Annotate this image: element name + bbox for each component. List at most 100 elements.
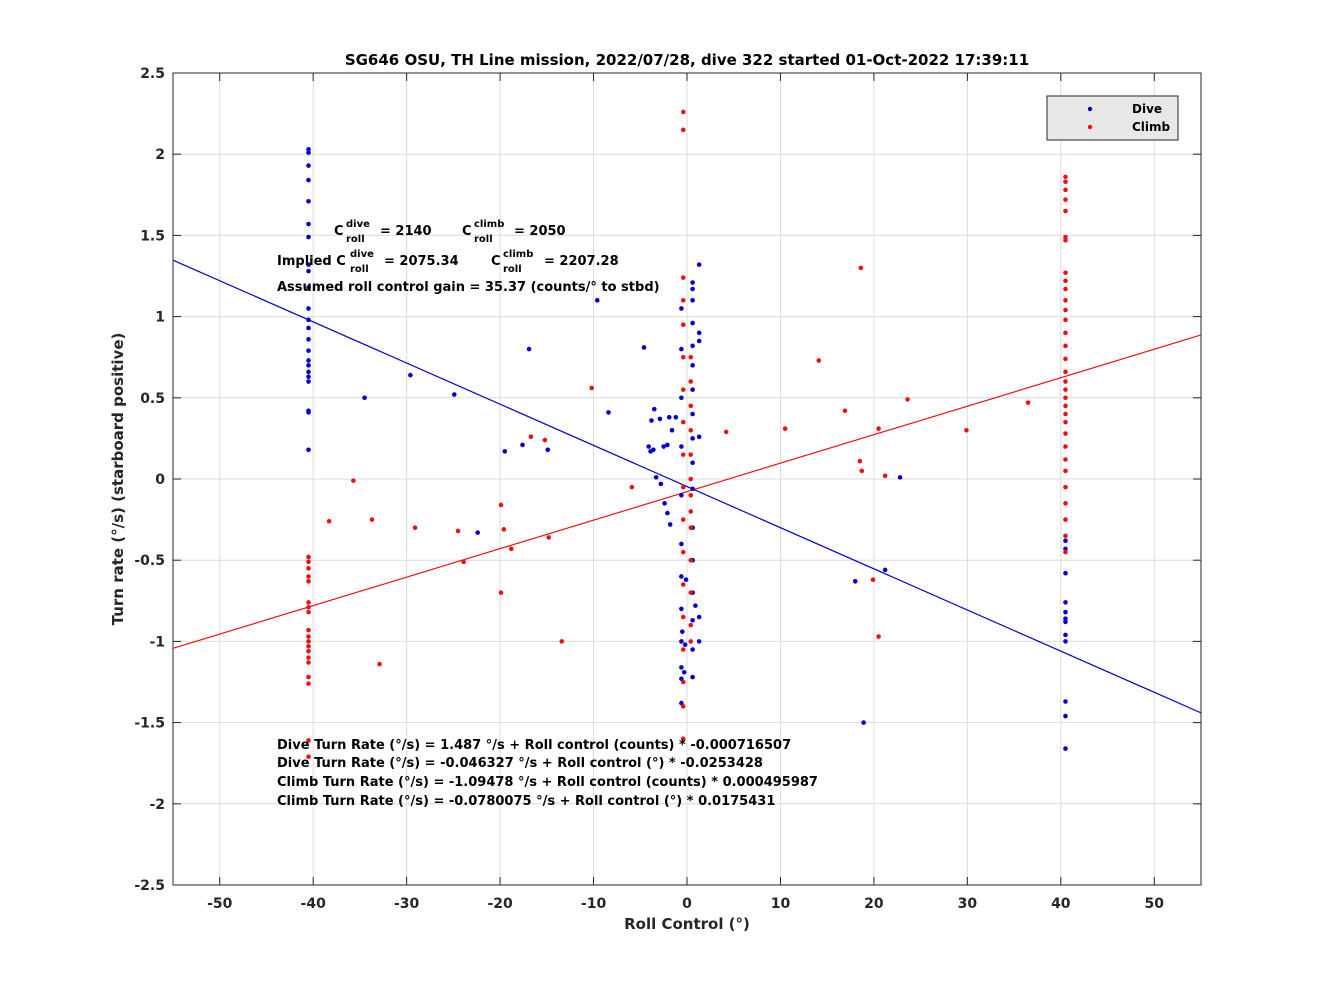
dive-eq-counts: Dive Turn Rate (°/s) = 1.487 °/s + Roll … [277, 738, 791, 753]
dive-point [679, 444, 684, 449]
climb-point [680, 484, 686, 490]
climb-point [1063, 395, 1068, 401]
dive-point [306, 325, 311, 331]
climb-point [688, 354, 694, 360]
dive-point [690, 286, 695, 292]
legend: Dive Climb [1046, 95, 1179, 141]
climb-point [326, 518, 332, 524]
dive-point [681, 669, 687, 675]
dive-point [679, 346, 684, 352]
climb-point [559, 639, 565, 644]
dive-point [696, 639, 702, 644]
dive-point [545, 447, 551, 453]
implied-climb-label: C [491, 254, 501, 269]
dive-point [306, 348, 311, 354]
climb-point [680, 275, 686, 280]
legend-dive-marker [1087, 106, 1093, 112]
dive-point [475, 530, 480, 535]
climb-point [1063, 356, 1068, 362]
dive-point [451, 392, 457, 397]
legend-climb-marker [1087, 124, 1093, 130]
climb-point [498, 502, 504, 508]
climb-point [546, 535, 551, 540]
climb-point [306, 579, 311, 584]
climb-point [1063, 330, 1068, 336]
x-ticks: -50 -40 -30 -20 -10 0 10 20 30 40 50 [207, 73, 1164, 912]
dive-point [696, 338, 702, 344]
dive-point [690, 343, 695, 349]
dive-point [661, 444, 666, 449]
climb-point [905, 397, 910, 402]
dive-point [679, 395, 684, 401]
dive-point [683, 577, 689, 582]
x-tick-label: 40 [1051, 896, 1071, 912]
climb-point [680, 517, 686, 522]
climb-point [1063, 278, 1068, 284]
dive-point [658, 481, 664, 487]
climb-point [680, 419, 686, 425]
x-tick-label: -50 [207, 896, 233, 912]
implied-dive-label: Implied C [277, 254, 346, 269]
climb-point [1063, 484, 1068, 490]
climb-point [1063, 187, 1068, 193]
climb-point [306, 674, 311, 680]
dive-point [679, 665, 684, 670]
climb-point [306, 648, 311, 654]
climb-point [1063, 457, 1068, 462]
y-ticks: -2.5 -2 -1.5 -1 -0.5 0 0.5 1 1.5 2 2.5 [134, 66, 1201, 894]
climb-point [306, 643, 311, 649]
climb-point [688, 452, 694, 457]
dive-point [306, 198, 311, 204]
legend-climb-label: Climb [1132, 120, 1171, 134]
dive-point [306, 337, 311, 342]
dive-point [690, 387, 695, 392]
x-tick-label: -30 [394, 896, 420, 912]
dive-point [1063, 616, 1068, 621]
dive-point [306, 221, 311, 227]
climb-eq-counts: Climb Turn Rate (°/s) = -1.09478 °/s + R… [277, 775, 818, 790]
dive-point [882, 567, 888, 573]
c-dive-sub: roll [346, 234, 365, 245]
y-tick-label: -2 [149, 797, 165, 813]
climb-point [1063, 286, 1068, 292]
dive-point [693, 603, 698, 608]
climb-point [688, 427, 694, 433]
dive-point [897, 475, 903, 480]
dive-point [852, 579, 858, 584]
climb-point [369, 517, 375, 522]
climb-point [1063, 174, 1068, 180]
climb-point [1063, 517, 1068, 522]
dive-point [696, 434, 702, 440]
climb-point [306, 600, 311, 605]
implied-dive-value: = 2075.34 [384, 254, 459, 269]
climb-point [680, 614, 686, 620]
climb-point [688, 476, 694, 482]
x-tick-label: 10 [771, 896, 791, 912]
climb-point [306, 754, 311, 760]
climb-point [688, 379, 694, 384]
climb-point [1025, 400, 1031, 405]
dive-point [306, 262, 311, 267]
climb-point [816, 358, 822, 363]
climb-point [629, 484, 635, 490]
dive-point [679, 606, 684, 612]
y-tick-label: -2.5 [134, 878, 165, 894]
climb-point [1063, 307, 1068, 313]
climb-point [306, 609, 311, 615]
dive-point [696, 614, 702, 620]
dive-point [594, 298, 600, 303]
dive-point [306, 379, 311, 384]
climb-point [1063, 533, 1068, 539]
dive-point [665, 510, 670, 516]
dive-eq-degrees: Dive Turn Rate (°/s) = -0.046327 °/s + R… [277, 756, 763, 771]
dive-point [679, 492, 684, 498]
dive-point [679, 306, 684, 311]
climb-point [680, 452, 686, 457]
dive-point [679, 541, 684, 547]
climb-eq-degrees: Climb Turn Rate (°/s) = -0.0780075 °/s +… [277, 794, 775, 809]
dive-point [679, 574, 684, 579]
dive-point [1063, 619, 1068, 625]
dive-point [680, 629, 685, 634]
climb-point [306, 574, 311, 579]
